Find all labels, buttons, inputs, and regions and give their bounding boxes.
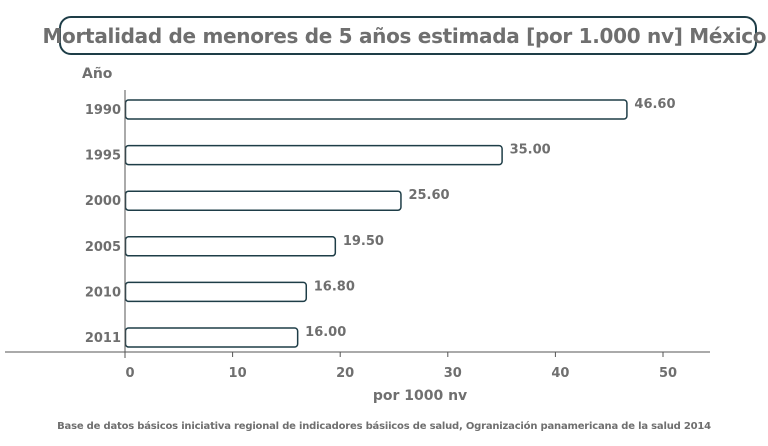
value-label-1990: 46.60 <box>634 97 675 112</box>
x-tick-label-0: 0 <box>125 366 134 381</box>
x-tick-label-10: 10 <box>229 366 247 381</box>
value-labels: 46.60 35.00 25.60 19.50 16.80 16.00 <box>305 97 675 340</box>
category-label-2000: 2000 <box>85 194 121 209</box>
bar-2000 <box>124 190 402 211</box>
value-label-2005: 19.50 <box>343 234 384 249</box>
bar-2011 <box>124 327 299 348</box>
x-tick-label-50: 50 <box>659 366 677 381</box>
value-label-2011: 16.00 <box>305 325 346 340</box>
chart-title: Mortalidad de menores de 5 años estimada… <box>42 16 768 55</box>
x-tick-label-40: 40 <box>551 366 569 381</box>
source-note: Base de datos básicos iniciativa regiona… <box>57 421 711 432</box>
value-label-1995: 35.00 <box>510 143 551 158</box>
category-label-2005: 2005 <box>85 240 121 255</box>
category-labels: 1990 1995 2000 2005 2010 2011 <box>85 103 121 346</box>
category-label-1995: 1995 <box>85 149 121 164</box>
bars-group <box>124 99 628 348</box>
category-label-2010: 2010 <box>85 285 121 300</box>
category-label-2011: 2011 <box>85 331 121 346</box>
bar-2005 <box>124 236 337 257</box>
y-axis-label: Año <box>82 66 113 82</box>
bar-2010 <box>124 281 308 303</box>
bar-1990 <box>124 99 628 120</box>
category-label-1990: 1990 <box>85 103 121 118</box>
value-label-2010: 16.80 <box>314 279 355 294</box>
x-tick-label-30: 30 <box>444 366 462 381</box>
x-axis-label: por 1000 nv <box>373 388 467 404</box>
x-axis-ticks: 0 10 20 30 40 50 <box>124 352 677 381</box>
bar-1995 <box>124 144 503 166</box>
x-tick-label-20: 20 <box>336 366 354 381</box>
value-label-2000: 25.60 <box>408 188 449 203</box>
